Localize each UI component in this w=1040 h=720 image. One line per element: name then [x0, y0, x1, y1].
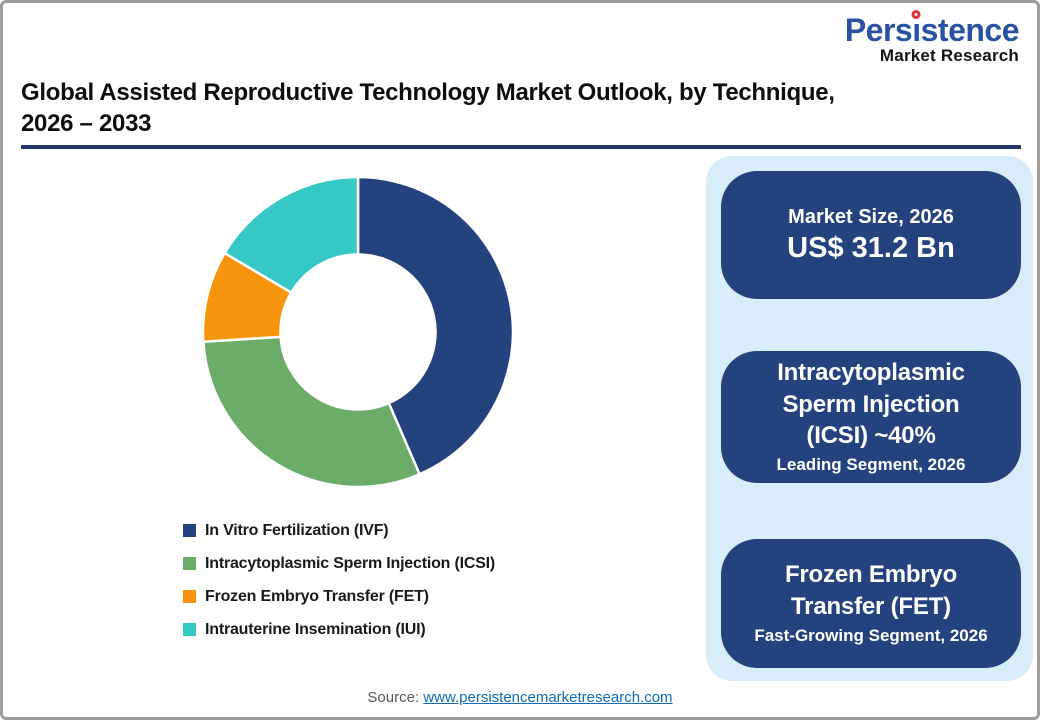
donut-slice-1: [202, 335, 421, 489]
legend-item-iui: Intrauterine Insemination (IUI): [183, 613, 495, 646]
brand-logo: Persı stence Market Research: [844, 10, 1020, 66]
fast-growing-segment-caption: Fast-Growing Segment, 2026: [754, 625, 988, 645]
donut-slice-0: [356, 175, 515, 476]
legend-item-fet: Frozen Embryo Transfer (FET): [183, 580, 495, 613]
brand-name: Persı stence: [844, 10, 1020, 48]
legend-marker-ivf: [183, 524, 196, 537]
market-size-label: Market Size, 2026: [788, 205, 954, 228]
leading-segment-card: Intracytoplasmic Sperm Injection (ICSI) …: [721, 351, 1021, 483]
brand-subtitle: Market Research: [879, 46, 1019, 66]
legend-label-iui: Intrauterine Insemination (IUI): [205, 620, 426, 638]
market-size-value: US$ 31.2 Bn: [787, 231, 955, 264]
donut-chart-svg: [201, 175, 515, 489]
legend-item-icsi: Intracytoplasmic Sperm Injection (ICSI): [183, 547, 495, 580]
chart-legend: In Vitro Fertilization (IVF) Intracytopl…: [183, 514, 495, 646]
legend-marker-fet: [183, 590, 196, 603]
donut-chart: [198, 172, 518, 492]
source-label: Source:: [367, 689, 420, 706]
leading-segment-name: Intracytoplasmic Sperm Injection (ICSI) …: [777, 359, 965, 449]
market-size-card: Market Size, 2026 US$ 31.2 Bn: [721, 171, 1021, 299]
footer: Source: www.persistencemarketresearch.co…: [3, 689, 1037, 706]
title-divider: [21, 145, 1021, 149]
page-title-line2: 2026 – 2033: [21, 110, 152, 137]
legend-label-ivf: In Vitro Fertilization (IVF): [205, 521, 389, 539]
fast-growing-segment-name: Frozen Embryo Transfer (FET): [784, 561, 958, 620]
legend-marker-icsi: [183, 557, 196, 570]
leading-segment-caption: Leading Segment, 2026: [776, 454, 966, 474]
donut-slice-3: [223, 175, 360, 294]
legend-marker-iui: [183, 623, 196, 636]
page-title: Global Assisted Reproductive Technology …: [21, 77, 1021, 139]
brand-red-dot-icon: [911, 10, 921, 19]
fast-growing-segment-card: Frozen Embryo Transfer (FET) Fast-Growin…: [721, 539, 1021, 668]
page-title-line1: Global Assisted Reproductive Technology …: [21, 79, 835, 106]
stats-panel: Market Size, 2026 US$ 31.2 Bn Intracytop…: [706, 156, 1033, 681]
legend-item-ivf: In Vitro Fertilization (IVF): [183, 514, 495, 547]
legend-label-icsi: Intracytoplasmic Sperm Injection (ICSI): [205, 554, 496, 572]
legend-label-fet: Frozen Embryo Transfer (FET): [205, 587, 429, 605]
source-link[interactable]: www.persistencemarketresearch.com: [423, 689, 673, 706]
